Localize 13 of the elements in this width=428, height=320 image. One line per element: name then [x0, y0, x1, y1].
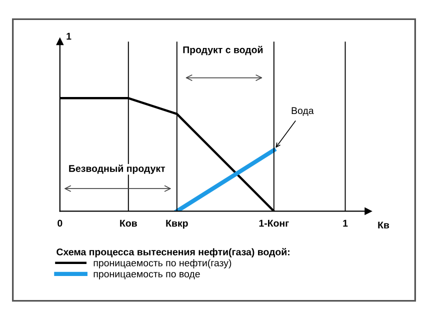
x-tick-label: Ков	[120, 220, 137, 227]
legend-label: проницаемость по воде	[94, 272, 200, 280]
x-tick-label: 0	[58, 220, 62, 227]
x-tick-label: 1	[343, 220, 348, 227]
text: Продукт с водой	[183, 46, 263, 56]
x-axis-title: Кв	[378, 222, 390, 228]
legend-label: проницаемость по нефти(газу)	[94, 259, 232, 268]
legend-title: Схема процесса вытеснения нефти(газа) водой:	[56, 248, 290, 258]
text: 1	[66, 32, 72, 40]
x-tick-label: 1-Конг	[259, 220, 289, 227]
annotation: Вода	[292, 107, 314, 116]
annotation: Безводный продукт	[69, 164, 166, 174]
x-tick-label: Квкр	[166, 220, 188, 229]
